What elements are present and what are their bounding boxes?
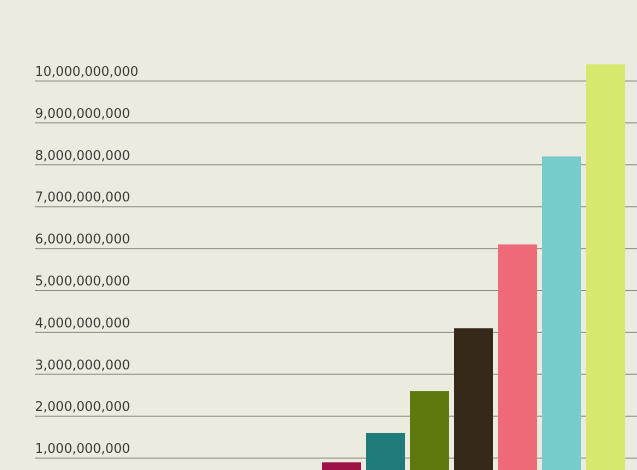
y-tick-label-1: 2,000,000,000	[35, 400, 130, 415]
bar-3	[454, 328, 493, 470]
bars	[322, 64, 625, 470]
gridlines: 1,000,000,000 2,000,000,000 3,000,000,000 4…	[35, 65, 637, 459]
y-tick-label-6: 7,000,000,000	[35, 191, 130, 206]
bar-5	[542, 156, 581, 470]
y-tick-label-0: 1,000,000,000	[35, 442, 130, 457]
y-tick-label-8: 9,000,000,000	[35, 107, 130, 122]
y-tick-label-5: 6,000,000,000	[35, 233, 130, 248]
bar-0	[322, 462, 361, 470]
bar-4	[498, 244, 537, 470]
y-tick-label-2: 3,000,000,000	[35, 358, 130, 373]
y-tick-label-9: 10,000,000,000	[35, 65, 138, 80]
bar-6	[586, 64, 625, 470]
bar-1	[366, 432, 405, 470]
y-tick-label-4: 5,000,000,000	[35, 275, 130, 290]
y-tick-label-3: 4,000,000,000	[35, 316, 130, 331]
bar-2	[410, 391, 449, 470]
y-tick-label-7: 8,000,000,000	[35, 149, 130, 164]
